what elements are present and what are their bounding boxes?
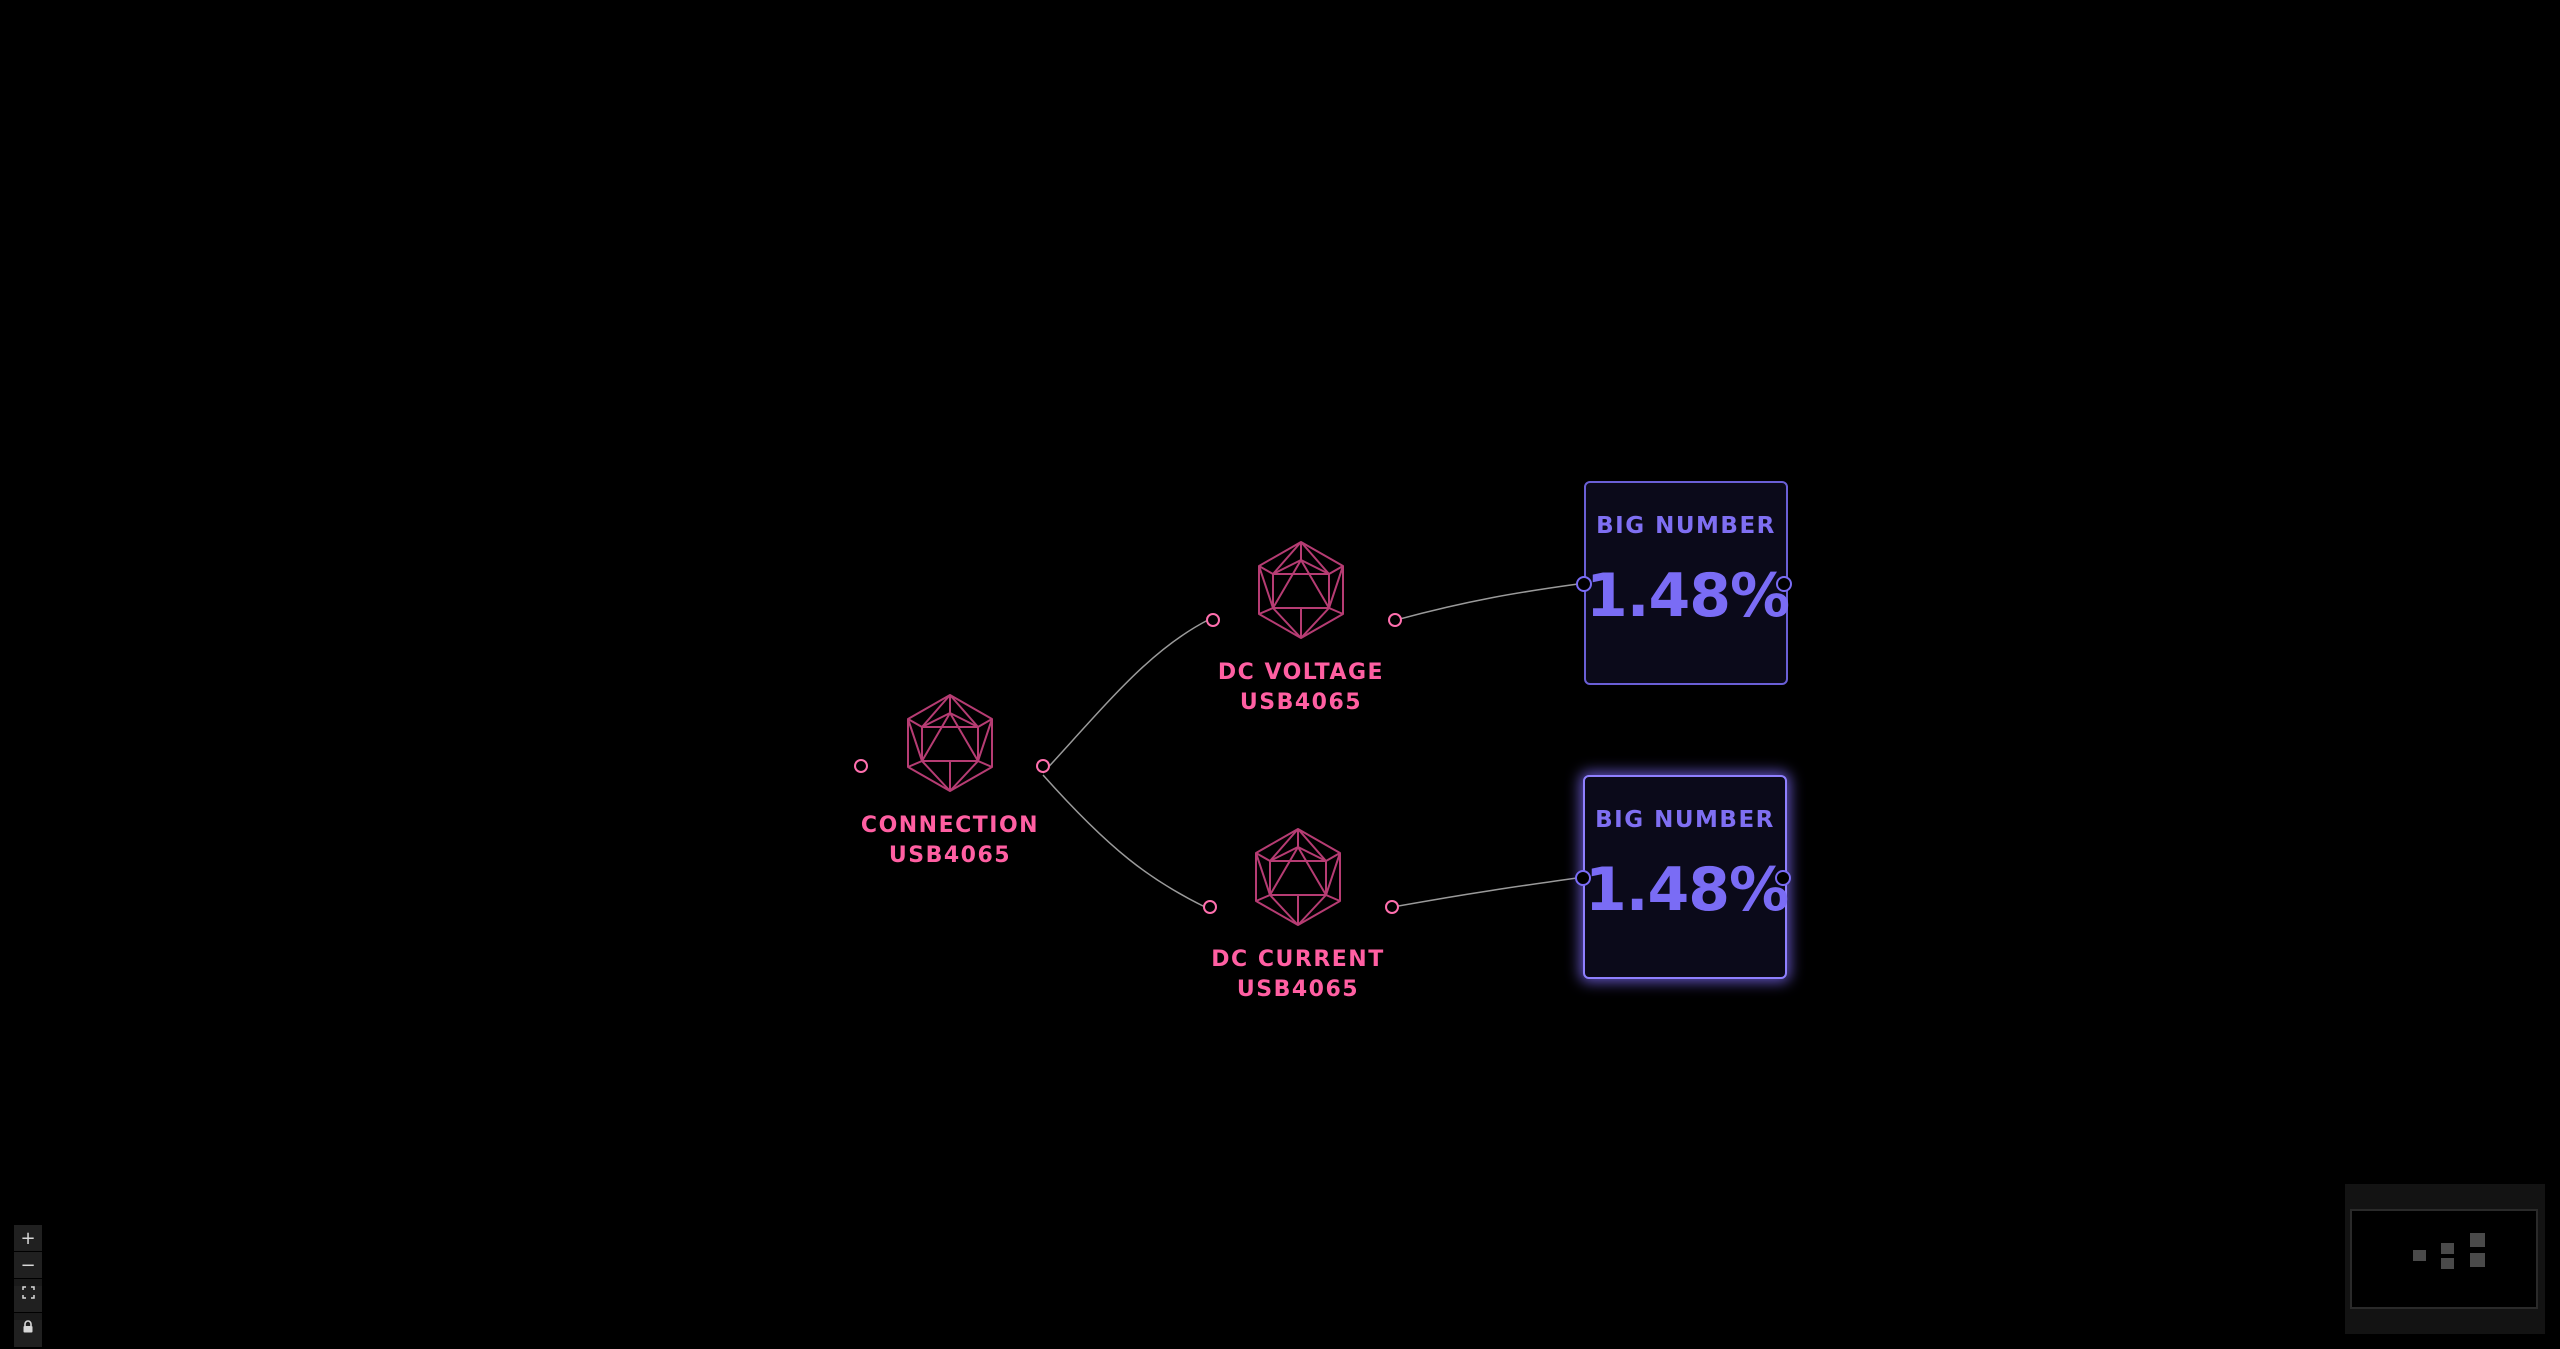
output-handle[interactable] [1388,613,1402,627]
icosahedron-icon [1258,541,1344,639]
node-label-line1: DC VOLTAGE [1217,660,1385,685]
output-handle[interactable] [1775,870,1791,886]
node-connection[interactable]: CONNECTION USB4065 [840,693,1060,883]
input-handle[interactable] [854,759,868,773]
fit-view-button[interactable] [14,1286,42,1313]
fit-view-icon [21,1286,35,1299]
minimap-node [2441,1258,2454,1269]
edge-dc-voltage-to-big-number-1 [1395,583,1579,621]
zoom-in-button[interactable]: + [14,1225,42,1252]
node-big-number-1[interactable]: BIG NUMBER 1.48% [1576,481,1792,685]
edge-dc-current-to-big-number-2 [1392,877,1578,908]
node-dc-voltage[interactable]: DC VOLTAGE USB4065 [1191,540,1411,730]
input-handle[interactable] [1576,576,1592,592]
edge-connection-to-dc-current [1042,774,1206,908]
node-label-line2: USB4065 [1236,977,1360,1002]
minimap-node [2441,1243,2454,1254]
input-handle[interactable] [1203,900,1217,914]
minimap-node [2470,1253,2485,1267]
input-handle[interactable] [1206,613,1220,627]
input-handle[interactable] [1575,870,1591,886]
node-label-line1: CONNECTION [860,813,1040,838]
canvas-controls: + − [14,1225,42,1347]
minimap[interactable] [2345,1184,2545,1334]
big-number-title: BIG NUMBER [1595,807,1775,833]
zoom-out-button[interactable]: − [14,1252,42,1279]
node-big-number-2[interactable]: BIG NUMBER 1.48% [1575,775,1791,979]
node-label: DC VOLTAGE USB4065 [1191,658,1411,718]
lock-button[interactable] [14,1320,42,1347]
output-handle[interactable] [1036,759,1050,773]
node-label-line2: USB4065 [888,843,1012,868]
big-number-title: BIG NUMBER [1596,513,1776,539]
icosahedron-icon [907,694,993,792]
node-label-line2: USB4065 [1239,690,1363,715]
minimap-node [2413,1250,2426,1261]
minimap-viewport[interactable] [2350,1209,2538,1309]
lock-icon [23,1320,33,1333]
big-number-value: 1.48% [1585,855,1789,925]
icosahedron-icon [1255,828,1341,926]
output-handle[interactable] [1385,900,1399,914]
node-dc-current[interactable]: DC CURRENT USB4065 [1188,827,1408,1017]
node-label-line1: DC CURRENT [1211,947,1385,972]
output-handle[interactable] [1776,576,1792,592]
big-number-value: 1.48% [1586,561,1790,631]
minimap-node [2470,1233,2485,1247]
edge-connection-to-dc-voltage [1042,619,1209,774]
node-label: DC CURRENT USB4065 [1188,945,1408,1005]
node-label: CONNECTION USB4065 [840,811,1060,871]
